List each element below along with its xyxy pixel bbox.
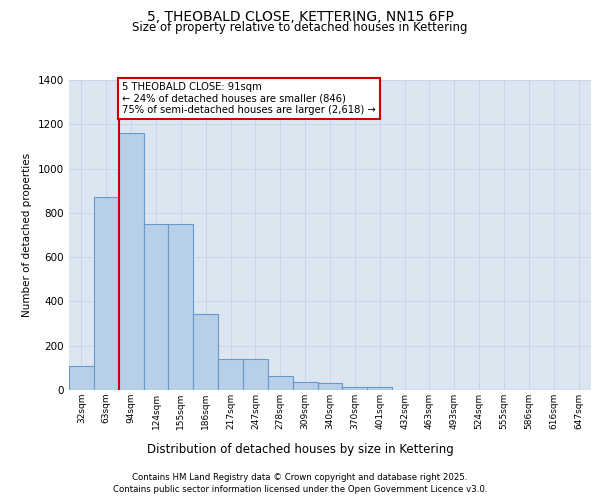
Bar <box>69 366 94 390</box>
Y-axis label: Number of detached properties: Number of detached properties <box>22 153 32 317</box>
Text: 5 THEOBALD CLOSE: 91sqm
← 24% of detached houses are smaller (846)
75% of semi-d: 5 THEOBALD CLOSE: 91sqm ← 24% of detache… <box>122 82 376 116</box>
Text: Contains public sector information licensed under the Open Government Licence v3: Contains public sector information licen… <box>113 485 487 494</box>
Text: Size of property relative to detached houses in Kettering: Size of property relative to detached ho… <box>132 21 468 34</box>
Bar <box>243 359 268 390</box>
Bar <box>317 384 343 390</box>
Bar <box>343 386 367 390</box>
Text: Distribution of detached houses by size in Kettering: Distribution of detached houses by size … <box>146 442 454 456</box>
Text: 5, THEOBALD CLOSE, KETTERING, NN15 6FP: 5, THEOBALD CLOSE, KETTERING, NN15 6FP <box>146 10 454 24</box>
Text: Contains HM Land Registry data © Crown copyright and database right 2025.: Contains HM Land Registry data © Crown c… <box>132 472 468 482</box>
Bar <box>193 314 218 390</box>
Bar <box>218 359 243 390</box>
Bar <box>293 382 317 390</box>
Bar <box>367 386 392 390</box>
Bar <box>143 224 169 390</box>
Bar <box>169 224 193 390</box>
Bar <box>94 198 119 390</box>
Bar <box>119 133 143 390</box>
Bar <box>268 376 293 390</box>
